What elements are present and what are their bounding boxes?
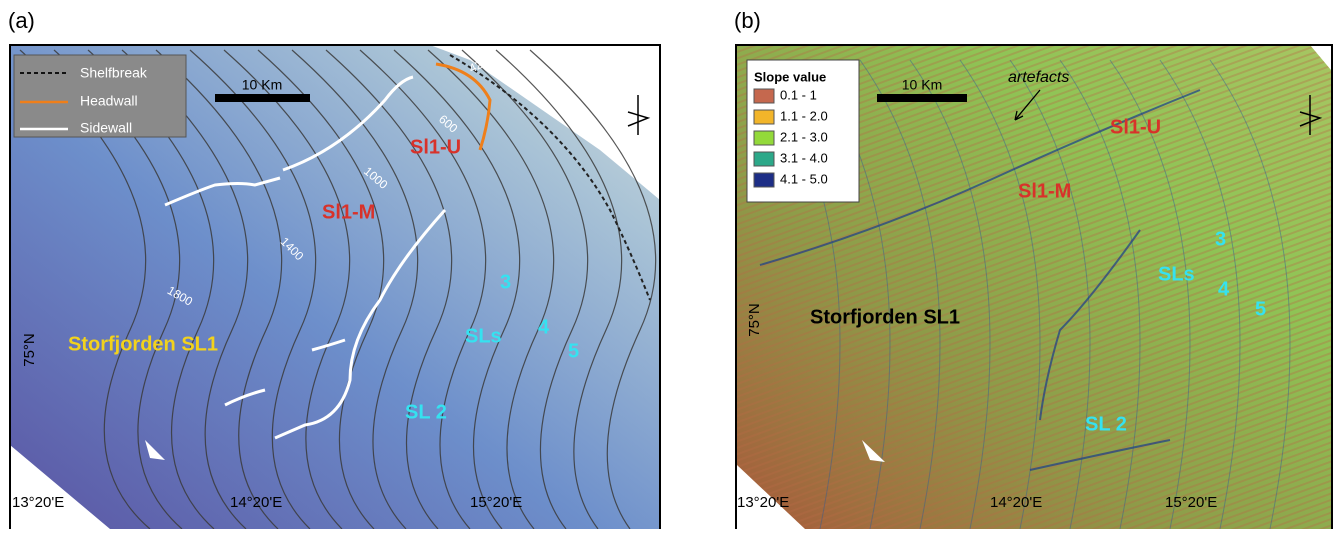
legend-label: Headwall [80,93,138,109]
figure: (a) Shelfbreak Headwall Sidewall 10 Km 4… [0,0,1333,529]
lon-label: 13°20'E [12,494,64,511]
annotation: Sl1-M [1018,180,1071,202]
annotation: Sl1-U [1110,116,1161,138]
annotation: 3 [500,271,511,293]
annotation: artefacts [1008,69,1069,86]
annotation: Sl1-U [410,136,461,158]
annotation: Storfjorden SL1 [68,333,218,355]
annotation: SLs [465,325,502,347]
legend-label: 4.1 - 5.0 [780,171,828,186]
lon-label: 15°20'E [1165,494,1217,511]
annotation: 5 [1255,298,1266,320]
annotation: Storfjorden SL1 [810,306,960,328]
lon-label: 15°20'E [470,494,522,511]
legend-label: 0.1 - 1 [780,87,817,102]
panel-label: (b) [734,8,761,33]
legend-swatch [754,89,774,103]
legend-swatch [754,110,774,124]
north-arrow [628,95,648,135]
legend-title: Slope value [754,69,826,84]
legend-label: 2.1 - 3.0 [780,129,828,144]
annotation: Sl1-M [322,201,375,223]
legend-label: 3.1 - 4.0 [780,150,828,165]
legend-swatch [754,173,774,187]
lat-label: 75°N [746,303,763,337]
annotation: SLs [1158,263,1195,285]
scale-bar [877,94,967,102]
legend-swatch [754,131,774,145]
annotation: 3 [1215,228,1226,250]
scale-label: 10 Km [902,77,942,93]
legend-swatch [754,152,774,166]
scale-bar [215,94,310,102]
annotation: 5 [568,340,579,362]
annotation: 4 [1218,278,1230,300]
legend-label: 1.1 - 2.0 [780,108,828,123]
lon-label: 13°20'E [737,494,789,511]
annotation: SL 2 [405,401,447,423]
legend-label: Shelfbreak [80,65,148,81]
annotation: SL 2 [1085,413,1127,435]
lon-label: 14°20'E [990,494,1042,511]
lat-label: 75°N [21,333,38,367]
panel-label: (a) [8,8,35,33]
annotation: 4 [538,316,550,338]
legend-label: Sidewall [80,120,132,136]
lon-label: 14°20'E [230,494,282,511]
scale-label: 10 Km [242,77,282,93]
